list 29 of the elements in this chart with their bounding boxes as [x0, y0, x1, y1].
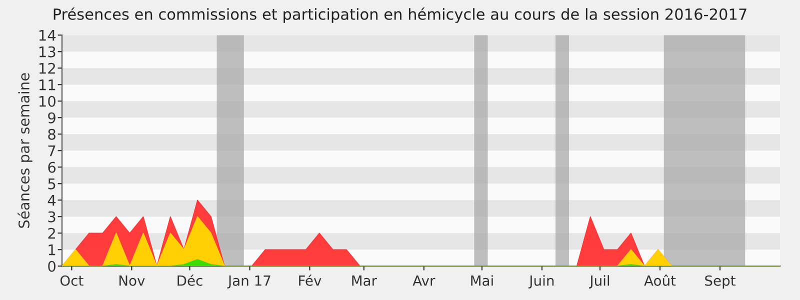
y-tick-label: 11 [39, 80, 56, 90]
y-tick-label: 0 [48, 260, 56, 272]
y-tick-label: 8 [48, 128, 56, 140]
y-tick-label: 4 [48, 195, 56, 206]
y-tick-label: 13 [39, 46, 56, 58]
y-tick-label: 6 [48, 162, 56, 173]
x-tick-label: Mar [352, 276, 378, 286]
y-axis-title: Séances par semaine [18, 73, 32, 228]
y-tick-label: 1 [48, 244, 56, 256]
x-tick-label: Déc [178, 274, 202, 286]
y-tick-label: 7 [48, 146, 56, 156]
x-tick-label: Sept [705, 275, 736, 289]
y-tick-label: 12 [39, 62, 55, 74]
x-tick-label: Jan 17 [227, 276, 270, 288]
y-tick-label: 2 [48, 228, 55, 239]
y-tick-label: 9 [48, 112, 56, 124]
x-tick-label: Juin [528, 275, 554, 288]
chart-title: Présences en commissions et participation en hémicycle au cours de la session 2016-2017 [54, 8, 746, 23]
x-tick-label: Fév [299, 274, 322, 286]
x-tick-label: Oct [60, 275, 84, 286]
y-tick-label: 3 [48, 211, 56, 222]
x-tick-label: Avr [412, 276, 436, 286]
y-tick-label: 14 [39, 30, 56, 41]
x-tick-label: Nov [119, 276, 145, 286]
x-tick-label: Août [644, 274, 676, 286]
y-tick-label: 10 [39, 96, 56, 107]
y-tick-label: 5 [48, 178, 56, 190]
x-tick-label: Juil [588, 275, 610, 288]
x-tick-label: Mai [471, 275, 493, 286]
